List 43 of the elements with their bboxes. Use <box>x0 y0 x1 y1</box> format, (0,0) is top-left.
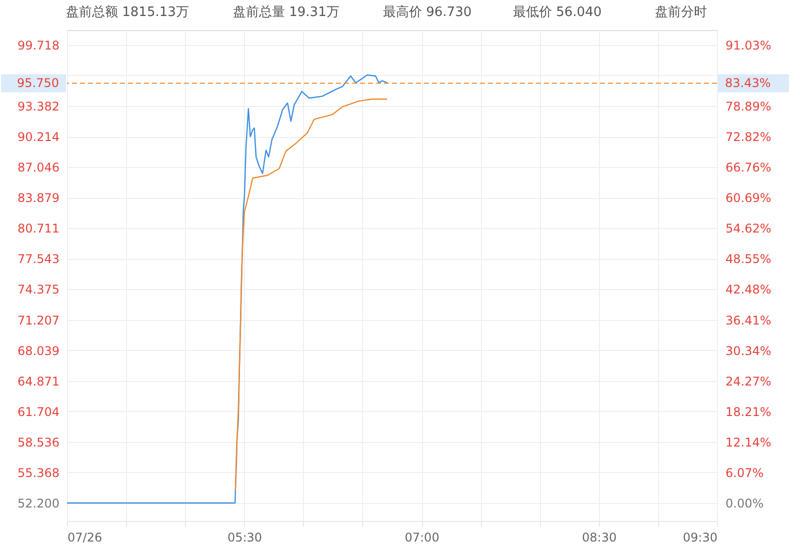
y2-tick-label: 36.41% <box>726 313 772 328</box>
y-tick-label: 93.382 <box>18 100 60 114</box>
y-tick-label: 61.704 <box>18 404 60 419</box>
text: 盘前分时 <box>655 5 707 20</box>
y-tick-label: 99.718 <box>18 38 60 52</box>
ref-line-label: 95.750 <box>17 76 59 90</box>
y-tick-label: 80.711 <box>18 222 60 236</box>
text: 最低价 56.040 <box>513 5 602 20</box>
text: 盘前总额 1815.13万 <box>66 5 189 20</box>
y-tick-label: 58.536 <box>18 435 60 450</box>
y-tick-label: 64.871 <box>18 374 60 388</box>
y2-tick-label: 30.34% <box>726 344 772 358</box>
y-tick-label: 55.368 <box>18 466 60 480</box>
text: 83.43% <box>725 76 771 90</box>
y-tick-label: 87.046 <box>18 160 60 175</box>
x-tick-label: 08:30 <box>582 530 617 544</box>
x-tick-label: 07:00 <box>404 530 440 544</box>
x-tick-label: 07/26 <box>68 530 102 544</box>
y2-tick-label: 0.00% <box>726 496 764 510</box>
text: 盘前总量 19.31万 <box>233 5 340 20</box>
line-series <box>234 98 388 492</box>
y2-tick-label: 72.82% <box>726 130 772 144</box>
y2-tick-label: 66.76% <box>726 160 772 175</box>
y2-tick-label: 12.14% <box>726 435 772 450</box>
y2-tick-label: 54.62% <box>726 222 772 236</box>
y2-tick-label: 24.27% <box>726 374 772 388</box>
y-tick-label: 74.375 <box>18 282 60 297</box>
text: 最高价 96.730 <box>383 4 472 20</box>
y-tick-label: 77.543 <box>18 252 60 266</box>
y-tick-label: 71.207 <box>18 313 60 328</box>
y-tick-label: 52.200 <box>18 496 60 510</box>
y2-tick-label: 42.48% <box>726 282 772 297</box>
y2-tick-label: 78.89% <box>726 100 772 114</box>
y2-tick-label: 18.21% <box>726 404 772 419</box>
x-tick-label: 09:30 <box>682 530 718 544</box>
y2-tick-label: 91.03% <box>726 38 772 52</box>
y-tick-label: 90.214 <box>18 130 60 144</box>
y2-tick-label: 6.07% <box>726 466 764 480</box>
x-tick-label: 05:30 <box>227 530 262 544</box>
y2-tick-label: 48.55% <box>726 252 772 266</box>
y2-tick-label: 60.69% <box>726 191 772 206</box>
y-tick-label: 68.039 <box>18 344 60 358</box>
y-tick-label: 83.879 <box>18 191 60 206</box>
